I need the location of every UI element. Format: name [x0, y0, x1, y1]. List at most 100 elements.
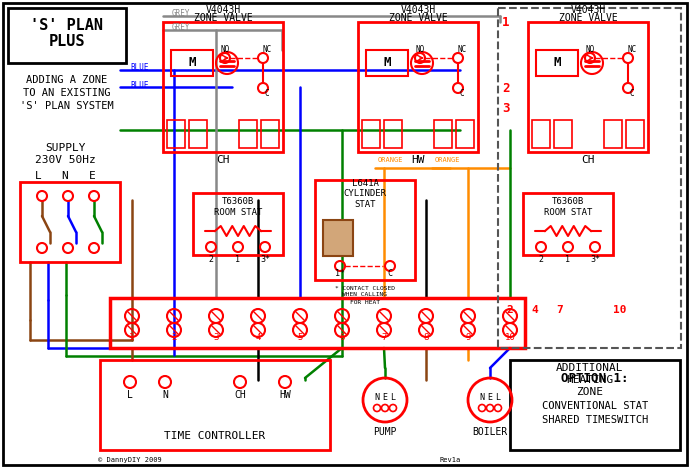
- Text: 8: 8: [423, 334, 428, 343]
- Text: 1: 1: [502, 15, 510, 29]
- Bar: [554, 120, 572, 148]
- Text: V4043H: V4043H: [206, 5, 241, 15]
- Text: PLUS: PLUS: [49, 35, 86, 50]
- Text: TIME CONTROLLER: TIME CONTROLLER: [164, 431, 266, 441]
- Bar: [528, 22, 648, 152]
- Text: ZONE VALVE: ZONE VALVE: [559, 13, 618, 23]
- Text: L   N   E: L N E: [34, 171, 95, 181]
- Text: 4: 4: [255, 334, 261, 343]
- Text: M: M: [383, 57, 391, 70]
- Text: BOILER: BOILER: [473, 427, 508, 437]
- Text: 2: 2: [538, 255, 544, 263]
- Bar: [193, 193, 283, 255]
- Bar: [456, 120, 474, 148]
- Text: L641A
CYLINDER
STAT: L641A CYLINDER STAT: [344, 179, 386, 209]
- Bar: [239, 120, 257, 148]
- Text: ZONE VALVE: ZONE VALVE: [388, 13, 447, 23]
- Text: GREY: GREY: [172, 23, 190, 32]
- Text: L: L: [127, 390, 133, 400]
- Text: OPTION 1:: OPTION 1:: [561, 372, 629, 385]
- Text: CONVENTIONAL STAT: CONVENTIONAL STAT: [542, 401, 648, 411]
- Bar: [163, 22, 283, 152]
- Text: PUMP: PUMP: [373, 427, 397, 437]
- Text: E: E: [382, 394, 388, 402]
- Bar: [434, 120, 452, 148]
- Text: FOR HEAT: FOR HEAT: [350, 300, 380, 305]
- Text: V4043H: V4043H: [400, 5, 435, 15]
- Text: T6360B
ROOM STAT: T6360B ROOM STAT: [214, 197, 262, 217]
- Text: NO: NO: [220, 45, 230, 54]
- Text: N: N: [162, 390, 168, 400]
- Bar: [189, 120, 207, 148]
- Bar: [604, 120, 622, 148]
- Text: SHARED TIMESWITCH: SHARED TIMESWITCH: [542, 415, 648, 425]
- Text: T6360B
ROOM STAT: T6360B ROOM STAT: [544, 197, 592, 217]
- Bar: [626, 120, 644, 148]
- Text: 1: 1: [235, 255, 241, 263]
- Text: ADDING A ZONE: ADDING A ZONE: [26, 75, 108, 85]
- Bar: [532, 120, 550, 148]
- Text: C: C: [388, 270, 393, 278]
- Text: NO: NO: [585, 45, 595, 54]
- Text: WHEN CALLING: WHEN CALLING: [342, 292, 388, 298]
- Text: BLUE: BLUE: [130, 80, 148, 89]
- Text: C: C: [265, 89, 269, 98]
- Bar: [167, 120, 185, 148]
- Bar: [536, 50, 578, 76]
- Text: HW: HW: [279, 390, 291, 400]
- Text: L: L: [495, 394, 500, 402]
- Text: 3*: 3*: [260, 255, 270, 263]
- Text: SUPPLY: SUPPLY: [45, 143, 86, 153]
- Text: ORANGE: ORANGE: [378, 157, 404, 163]
- Text: 2: 2: [208, 255, 213, 263]
- Text: GREY: GREY: [172, 9, 190, 19]
- Text: N: N: [480, 394, 484, 402]
- Text: 2: 2: [506, 305, 513, 315]
- Text: 1: 1: [129, 334, 135, 343]
- Text: 2: 2: [171, 334, 177, 343]
- Text: Rev1a: Rev1a: [440, 457, 461, 463]
- Text: CH: CH: [581, 155, 595, 165]
- Bar: [20, 182, 120, 262]
- Text: 1*: 1*: [335, 270, 345, 278]
- Text: ZONE VALVE: ZONE VALVE: [194, 13, 253, 23]
- Text: 2: 2: [502, 81, 510, 95]
- Text: 1: 1: [566, 255, 571, 263]
- Text: 230V 50Hz: 230V 50Hz: [34, 155, 95, 165]
- Text: 5: 5: [297, 334, 303, 343]
- Text: 7: 7: [382, 334, 386, 343]
- Bar: [100, 360, 330, 450]
- Text: TO AN EXISTING: TO AN EXISTING: [23, 88, 111, 98]
- Text: V4043H: V4043H: [571, 5, 606, 15]
- Text: C: C: [460, 89, 464, 98]
- Text: M: M: [553, 57, 561, 70]
- Bar: [366, 50, 408, 76]
- Text: 'S' PLAN SYSTEM: 'S' PLAN SYSTEM: [20, 101, 114, 111]
- Text: 6: 6: [339, 334, 345, 343]
- Bar: [510, 360, 680, 450]
- Bar: [171, 50, 213, 76]
- Text: 9: 9: [465, 334, 471, 343]
- Text: N: N: [375, 394, 380, 402]
- Bar: [315, 180, 415, 280]
- Text: 3: 3: [213, 334, 219, 343]
- Text: M: M: [188, 57, 196, 70]
- Bar: [323, 220, 353, 256]
- Bar: [523, 193, 613, 255]
- Text: E: E: [488, 394, 493, 402]
- Text: 'S' PLAN: 'S' PLAN: [30, 17, 104, 32]
- Text: ADDITIONAL
HEATING
ZONE: ADDITIONAL HEATING ZONE: [556, 363, 624, 396]
- Text: 4: 4: [531, 305, 538, 315]
- Text: 7: 7: [557, 305, 563, 315]
- Text: NC: NC: [262, 45, 272, 54]
- Text: © DannyDIY 2009: © DannyDIY 2009: [98, 457, 162, 463]
- Text: CH: CH: [216, 155, 230, 165]
- Text: ORANGE: ORANGE: [435, 157, 460, 163]
- Bar: [362, 120, 380, 148]
- Text: * CONTACT CLOSED: * CONTACT CLOSED: [335, 285, 395, 291]
- Text: HW: HW: [411, 155, 425, 165]
- Text: C: C: [630, 89, 634, 98]
- Text: NC: NC: [627, 45, 637, 54]
- Text: 10: 10: [613, 305, 627, 315]
- Text: L: L: [391, 394, 395, 402]
